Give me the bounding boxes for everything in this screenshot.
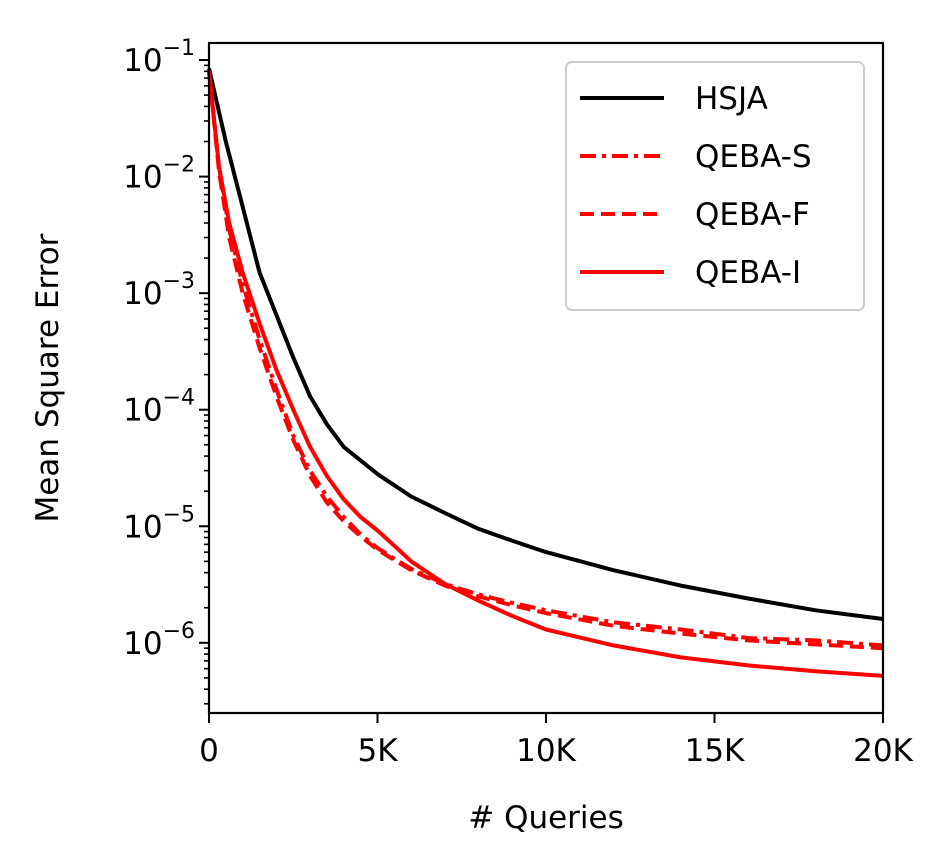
series-layer	[207, 67, 884, 678]
legend-label-qeba-f: QEBA-F	[695, 197, 810, 233]
x-tick-label: 0	[199, 733, 219, 769]
legend: HSJA QEBA-S QEBA-F QEBA-I	[565, 61, 865, 311]
legend-label-hsja: HSJA	[695, 81, 768, 117]
x-tick-label: 15K	[685, 733, 745, 769]
x-tick-label: 10K	[516, 733, 576, 769]
series-line-hsja	[207, 67, 884, 621]
y-tick-label: 10−3	[123, 269, 195, 312]
x-axis-title: # Queries	[468, 800, 624, 836]
y-axis-title: Mean Square Error	[30, 233, 66, 522]
legend-items: HSJA QEBA-S QEBA-F QEBA-I	[580, 81, 812, 291]
y-tick-label: 10−2	[123, 153, 195, 196]
legend-label-qeba-s: QEBA-S	[695, 139, 812, 175]
y-tick-label: 10−5	[123, 502, 195, 545]
y-tick-label: 10−6	[123, 619, 195, 662]
x-tick-label: 5K	[357, 733, 398, 769]
series-line-qeba-s	[207, 71, 884, 648]
series-line-qeba-i	[207, 71, 884, 678]
legend-label-qeba-i: QEBA-I	[695, 255, 801, 291]
ticks-layer	[199, 59, 884, 723]
y-tick-label: 10−4	[123, 386, 195, 429]
y-tick-label: 10−1	[123, 36, 195, 79]
x-tick-label: 20K	[853, 733, 913, 769]
tick-labels: 0 5K 10K 15K 20K 10−1 10−2 10−3 10−4 10−5 10−6	[123, 36, 913, 769]
legend-box	[565, 61, 865, 311]
series-line-qeba-f	[207, 71, 884, 651]
